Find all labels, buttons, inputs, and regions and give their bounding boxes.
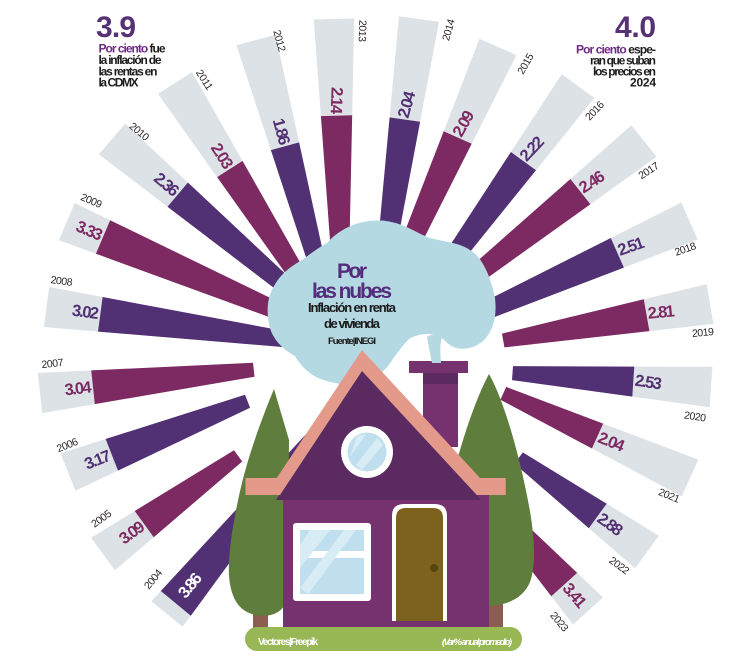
svg-text:ran que suban: ran que suban — [590, 54, 656, 68]
svg-text:4.0: 4.0 — [615, 11, 656, 44]
svg-text:2024: 2024 — [630, 76, 656, 90]
svg-text:las nubes: las nubes — [312, 280, 392, 303]
svg-text:2013: 2013 — [356, 20, 369, 43]
svg-text:3.02: 3.02 — [71, 302, 100, 323]
svg-text:3.9: 3.9 — [96, 11, 136, 44]
svg-text:las rentas en: las rentas en — [99, 65, 158, 79]
svg-text:la inflación de: la inflación de — [99, 53, 162, 67]
svg-text:Por ciento espe-: Por ciento espe- — [576, 43, 656, 57]
svg-text:2012: 2012 — [270, 29, 287, 54]
svg-text:3.04: 3.04 — [64, 378, 94, 399]
svg-text:2014: 2014 — [440, 18, 458, 43]
svg-text:2.14: 2.14 — [327, 87, 346, 115]
svg-text:Por: Por — [337, 260, 367, 283]
svg-text:2019: 2019 — [692, 326, 715, 340]
svg-text:Por ciento fue: Por ciento fue — [99, 41, 166, 55]
svg-text:2.81: 2.81 — [647, 302, 676, 322]
svg-text:(Var% anual promedio): (Var% anual promedio) — [442, 637, 512, 648]
svg-text:la CDMX: la CDMX — [99, 76, 139, 90]
svg-text:2007: 2007 — [41, 357, 64, 371]
svg-text:2020: 2020 — [683, 409, 707, 424]
svg-text:2008: 2008 — [50, 274, 74, 289]
svg-text:2.53: 2.53 — [634, 372, 663, 394]
svg-text:Vectores|Freepik: Vectores|Freepik — [258, 637, 318, 648]
svg-text:los precios en: los precios en — [593, 65, 656, 79]
svg-text:Inflación en renta: Inflación en renta — [308, 300, 397, 315]
svg-text:Fuente|INEGI: Fuente|INEGI — [328, 336, 376, 347]
svg-text:de vivienda: de vivienda — [324, 316, 381, 331]
